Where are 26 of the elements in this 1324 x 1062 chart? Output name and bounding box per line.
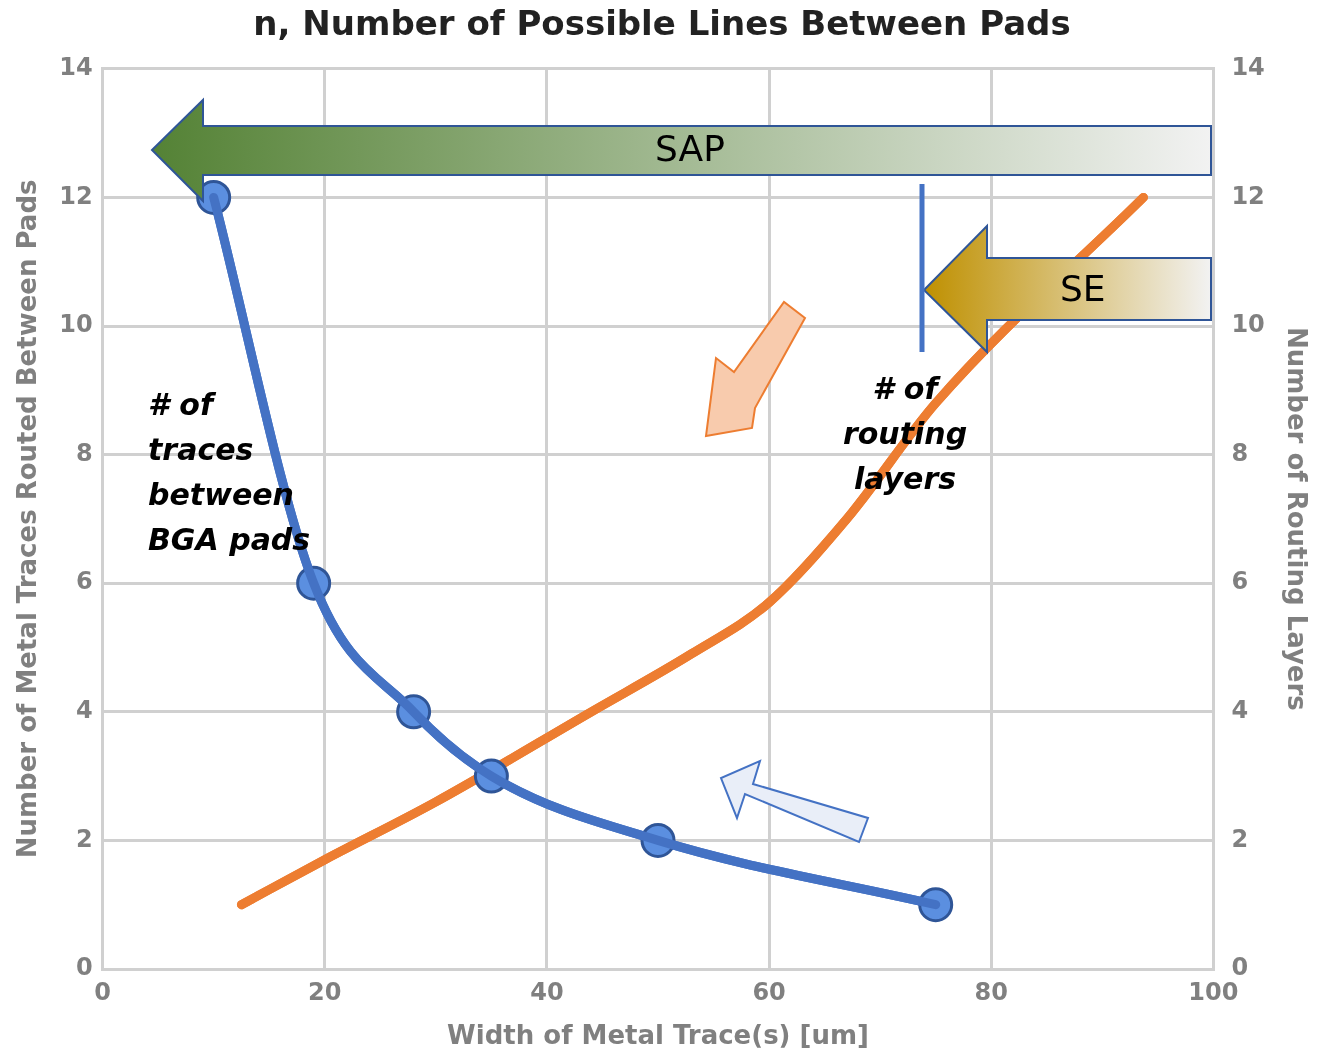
x-axis-title: Width of Metal Trace(s) [um] — [447, 1020, 869, 1051]
x-tick-label: 80 — [974, 977, 1008, 1006]
y2-tick-label: 14 — [1231, 53, 1265, 82]
y-tick-label: 0 — [75, 953, 93, 982]
y-tick-label: 2 — [75, 824, 93, 853]
y-tick-label: 4 — [75, 696, 93, 725]
y2-tick-label: 4 — [1231, 696, 1249, 725]
x-tick-label: 20 — [308, 977, 342, 1006]
x-tick-label: 40 — [530, 977, 564, 1006]
y-tick-label: 14 — [59, 53, 93, 82]
y2-tick-label: 2 — [1231, 824, 1249, 853]
y-tick-label: 8 — [75, 438, 93, 467]
y-axis-title: Number of Metal Traces Routed Between Pads — [12, 179, 43, 859]
y2-tick-label: 8 — [1231, 438, 1249, 467]
annotation: SE — [1060, 268, 1106, 309]
chart-title: n, Number of Possible Lines Between Pads — [253, 3, 1071, 44]
x-tick-label: 60 — [752, 977, 786, 1006]
y-tick-label: 12 — [59, 181, 93, 210]
annotation: SAP — [655, 128, 725, 169]
y2-tick-label: 6 — [1231, 567, 1249, 596]
y-tick-label: 6 — [75, 567, 93, 596]
y-tick-label: 10 — [59, 310, 93, 339]
y2-tick-label: 12 — [1231, 181, 1265, 210]
y2-tick-label: 10 — [1231, 310, 1265, 339]
y2-axis-title: Number of Routing Layers — [1281, 326, 1312, 711]
x-tick-label: 0 — [94, 977, 111, 1006]
